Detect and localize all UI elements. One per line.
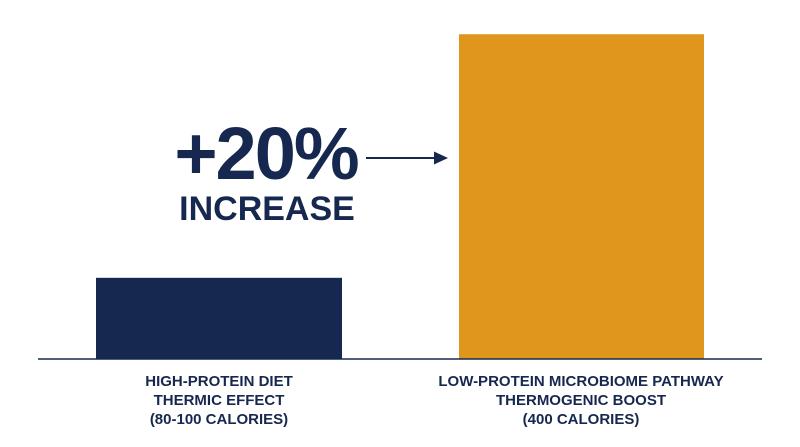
x-tick-label-low-protein: LOW-PROTEIN MICROBIOME PATHWAY THERMOGEN… bbox=[411, 372, 751, 429]
x-tick-label-high-protein: HIGH-PROTEIN DIET THERMIC EFFECT (80-100… bbox=[70, 372, 368, 429]
bar-high-protein bbox=[96, 277, 342, 359]
x-tick-label-line: THERMOGENIC BOOST bbox=[495, 392, 666, 409]
arrow-right-icon bbox=[434, 151, 448, 165]
x-tick-label-line: (400 CALORIES) bbox=[522, 411, 640, 428]
bar-low-protein bbox=[459, 34, 704, 359]
x-tick-label-line: (80-100 CALORIES) bbox=[149, 411, 289, 428]
annotation-percent: +20% bbox=[174, 112, 359, 195]
increase-annotation: +20% INCREASE bbox=[150, 112, 382, 229]
x-tick-label-line: THERMIC EFFECT bbox=[153, 392, 285, 409]
x-tick-label-line: LOW-PROTEIN MICROBIOME PATHWAY bbox=[438, 373, 724, 390]
x-tick-label-line: HIGH-PROTEIN DIET bbox=[145, 373, 293, 390]
annotation-label: INCREASE bbox=[179, 190, 355, 228]
